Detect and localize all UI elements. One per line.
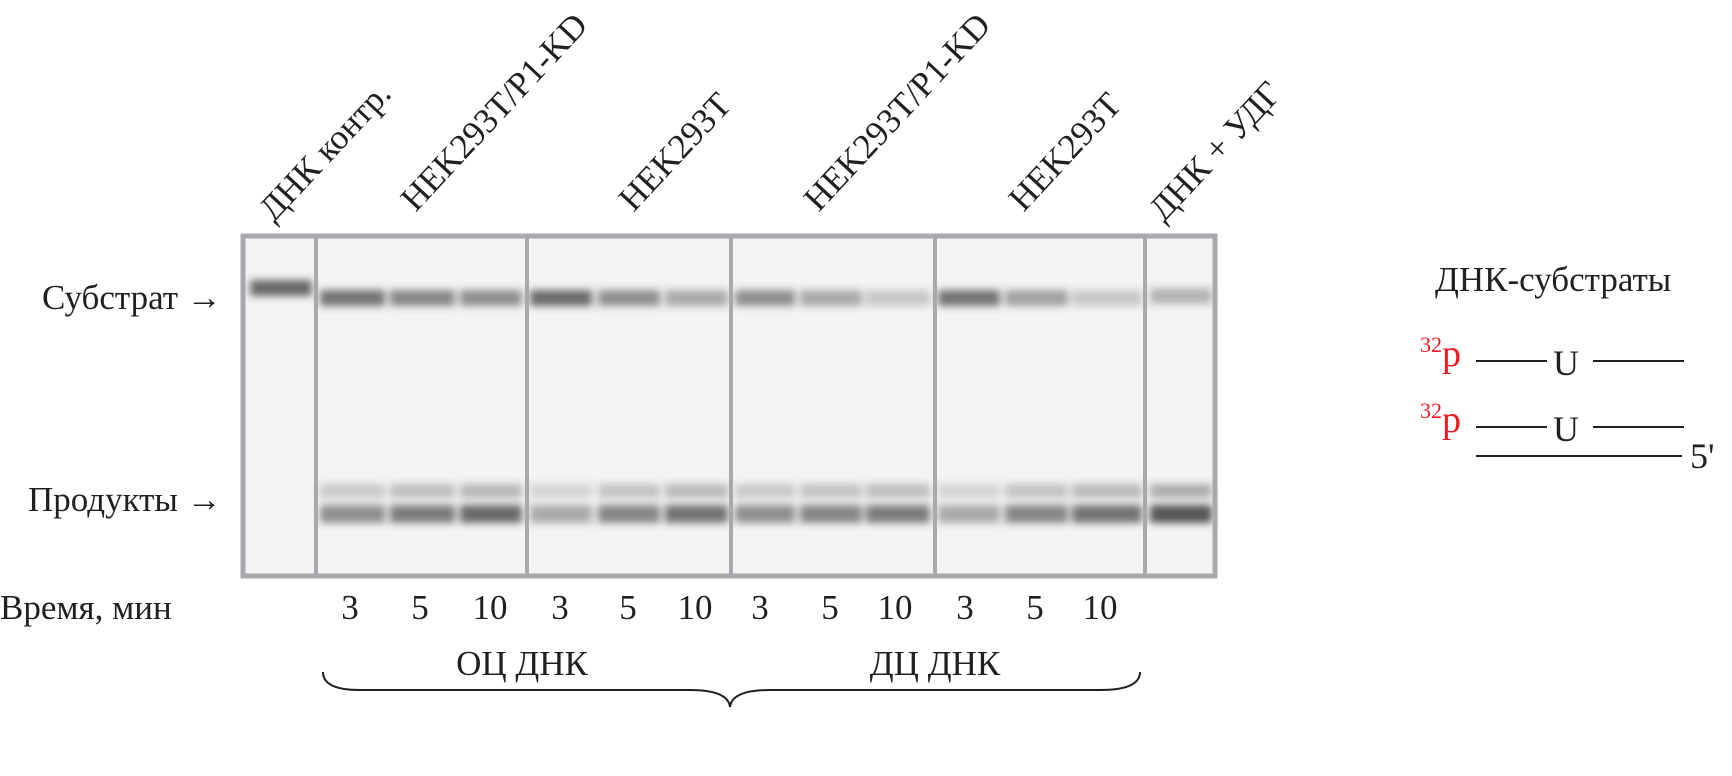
legend-u-2: U — [1553, 409, 1579, 449]
time-value: 3 — [551, 588, 569, 627]
substrate-band — [800, 290, 862, 306]
product-band-upper — [390, 484, 455, 498]
legend-32p-2: 32p — [1420, 398, 1461, 441]
product-band-upper — [938, 484, 1000, 498]
group-brace — [322, 671, 1141, 708]
product-band-upper — [598, 484, 660, 498]
product-band — [1005, 505, 1068, 523]
time-value: 5 — [821, 588, 839, 627]
product-band-upper — [1005, 484, 1068, 498]
product-band — [530, 505, 592, 523]
legend-u-1: U — [1553, 343, 1579, 383]
substrate-label: Субстрат → — [42, 278, 222, 317]
product-band — [390, 505, 455, 523]
product-band-upper — [1150, 484, 1212, 498]
substrate-band — [866, 290, 930, 306]
time-value: 5 — [1026, 588, 1044, 627]
product-band — [320, 505, 385, 523]
group-label-ds-dna: ДЦ ДНК — [869, 644, 1001, 683]
time-value: 10 — [1082, 588, 1118, 627]
product-band — [460, 505, 522, 523]
substrate-band — [250, 280, 312, 296]
time-value: 10 — [677, 588, 713, 627]
substrate-band — [390, 290, 455, 306]
product-band-upper — [320, 484, 385, 498]
group-label-ss-dna: ОЦ ДНК — [456, 644, 588, 683]
time-value: 3 — [751, 588, 769, 627]
time-label: Время, мин — [0, 588, 172, 627]
product-band — [598, 505, 660, 523]
product-band — [866, 505, 930, 523]
products-label: Продукты → — [28, 480, 222, 519]
substrate-band — [598, 290, 660, 306]
substrate-band — [1072, 290, 1142, 306]
substrate-band — [1150, 288, 1212, 304]
time-value: 5 — [619, 588, 637, 627]
legend-5prime: 5' — [1690, 436, 1715, 476]
product-band — [665, 505, 728, 523]
product-band-upper — [1072, 484, 1142, 498]
substrate-band — [938, 290, 1000, 306]
product-band — [800, 505, 862, 523]
time-value: 5 — [411, 588, 429, 627]
time-value: 3 — [956, 588, 974, 627]
time-value: 10 — [877, 588, 913, 627]
product-band-upper — [530, 484, 592, 498]
substrate-band — [665, 290, 728, 306]
product-band-upper — [735, 484, 795, 498]
product-band-upper — [665, 484, 728, 498]
substrate-band — [735, 290, 795, 306]
product-band-upper — [866, 484, 930, 498]
substrate-band — [320, 290, 385, 306]
product-band — [1072, 505, 1142, 523]
substrate-band — [460, 290, 522, 306]
legend-32p-1: 32p — [1420, 332, 1461, 375]
product-band — [735, 505, 795, 523]
product-band — [938, 505, 1000, 523]
product-band-upper — [800, 484, 862, 498]
substrate-band — [1005, 290, 1068, 306]
legend-title: ДНК-субстраты — [1435, 260, 1672, 299]
time-value: 3 — [341, 588, 359, 627]
time-value: 10 — [472, 588, 508, 627]
product-band-upper — [460, 484, 522, 498]
product-band — [1150, 505, 1212, 523]
substrate-band — [530, 290, 592, 306]
